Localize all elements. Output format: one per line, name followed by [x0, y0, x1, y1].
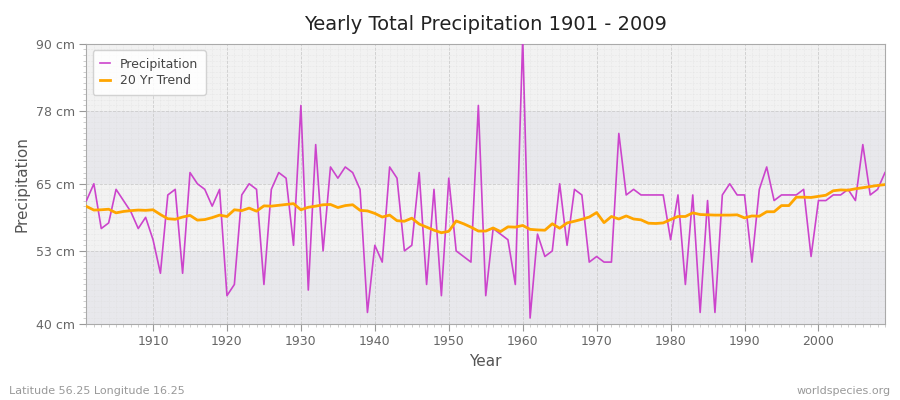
Precipitation	[518, 36, 528, 41]
20 Yr Trend	[879, 182, 890, 187]
20 Yr Trend	[614, 217, 625, 222]
Precipitation	[81, 198, 92, 203]
Precipitation	[621, 192, 632, 197]
20 Yr Trend	[303, 205, 314, 210]
Precipitation	[140, 215, 151, 220]
Precipitation	[525, 316, 535, 320]
Y-axis label: Precipitation: Precipitation	[15, 136, 30, 232]
Text: worldspecies.org: worldspecies.org	[796, 386, 891, 396]
20 Yr Trend	[347, 202, 358, 207]
Bar	[86, 251, 885, 324]
Precipitation	[510, 282, 521, 287]
20 Yr Trend	[81, 204, 92, 209]
X-axis label: Year: Year	[470, 354, 502, 369]
Text: Latitude 56.25 Longitude 16.25: Latitude 56.25 Longitude 16.25	[9, 386, 184, 396]
20 Yr Trend	[518, 223, 528, 228]
Legend: Precipitation, 20 Yr Trend: Precipitation, 20 Yr Trend	[93, 50, 206, 95]
Precipitation	[303, 288, 314, 292]
20 Yr Trend	[525, 227, 535, 232]
Precipitation	[879, 170, 890, 175]
20 Yr Trend	[140, 208, 151, 213]
Bar	[86, 111, 885, 184]
Line: Precipitation: Precipitation	[86, 38, 885, 318]
Precipitation	[532, 232, 543, 236]
Line: 20 Yr Trend: 20 Yr Trend	[86, 185, 885, 233]
Precipitation	[347, 170, 358, 175]
20 Yr Trend	[436, 230, 446, 235]
Title: Yearly Total Precipitation 1901 - 2009: Yearly Total Precipitation 1901 - 2009	[304, 15, 667, 34]
